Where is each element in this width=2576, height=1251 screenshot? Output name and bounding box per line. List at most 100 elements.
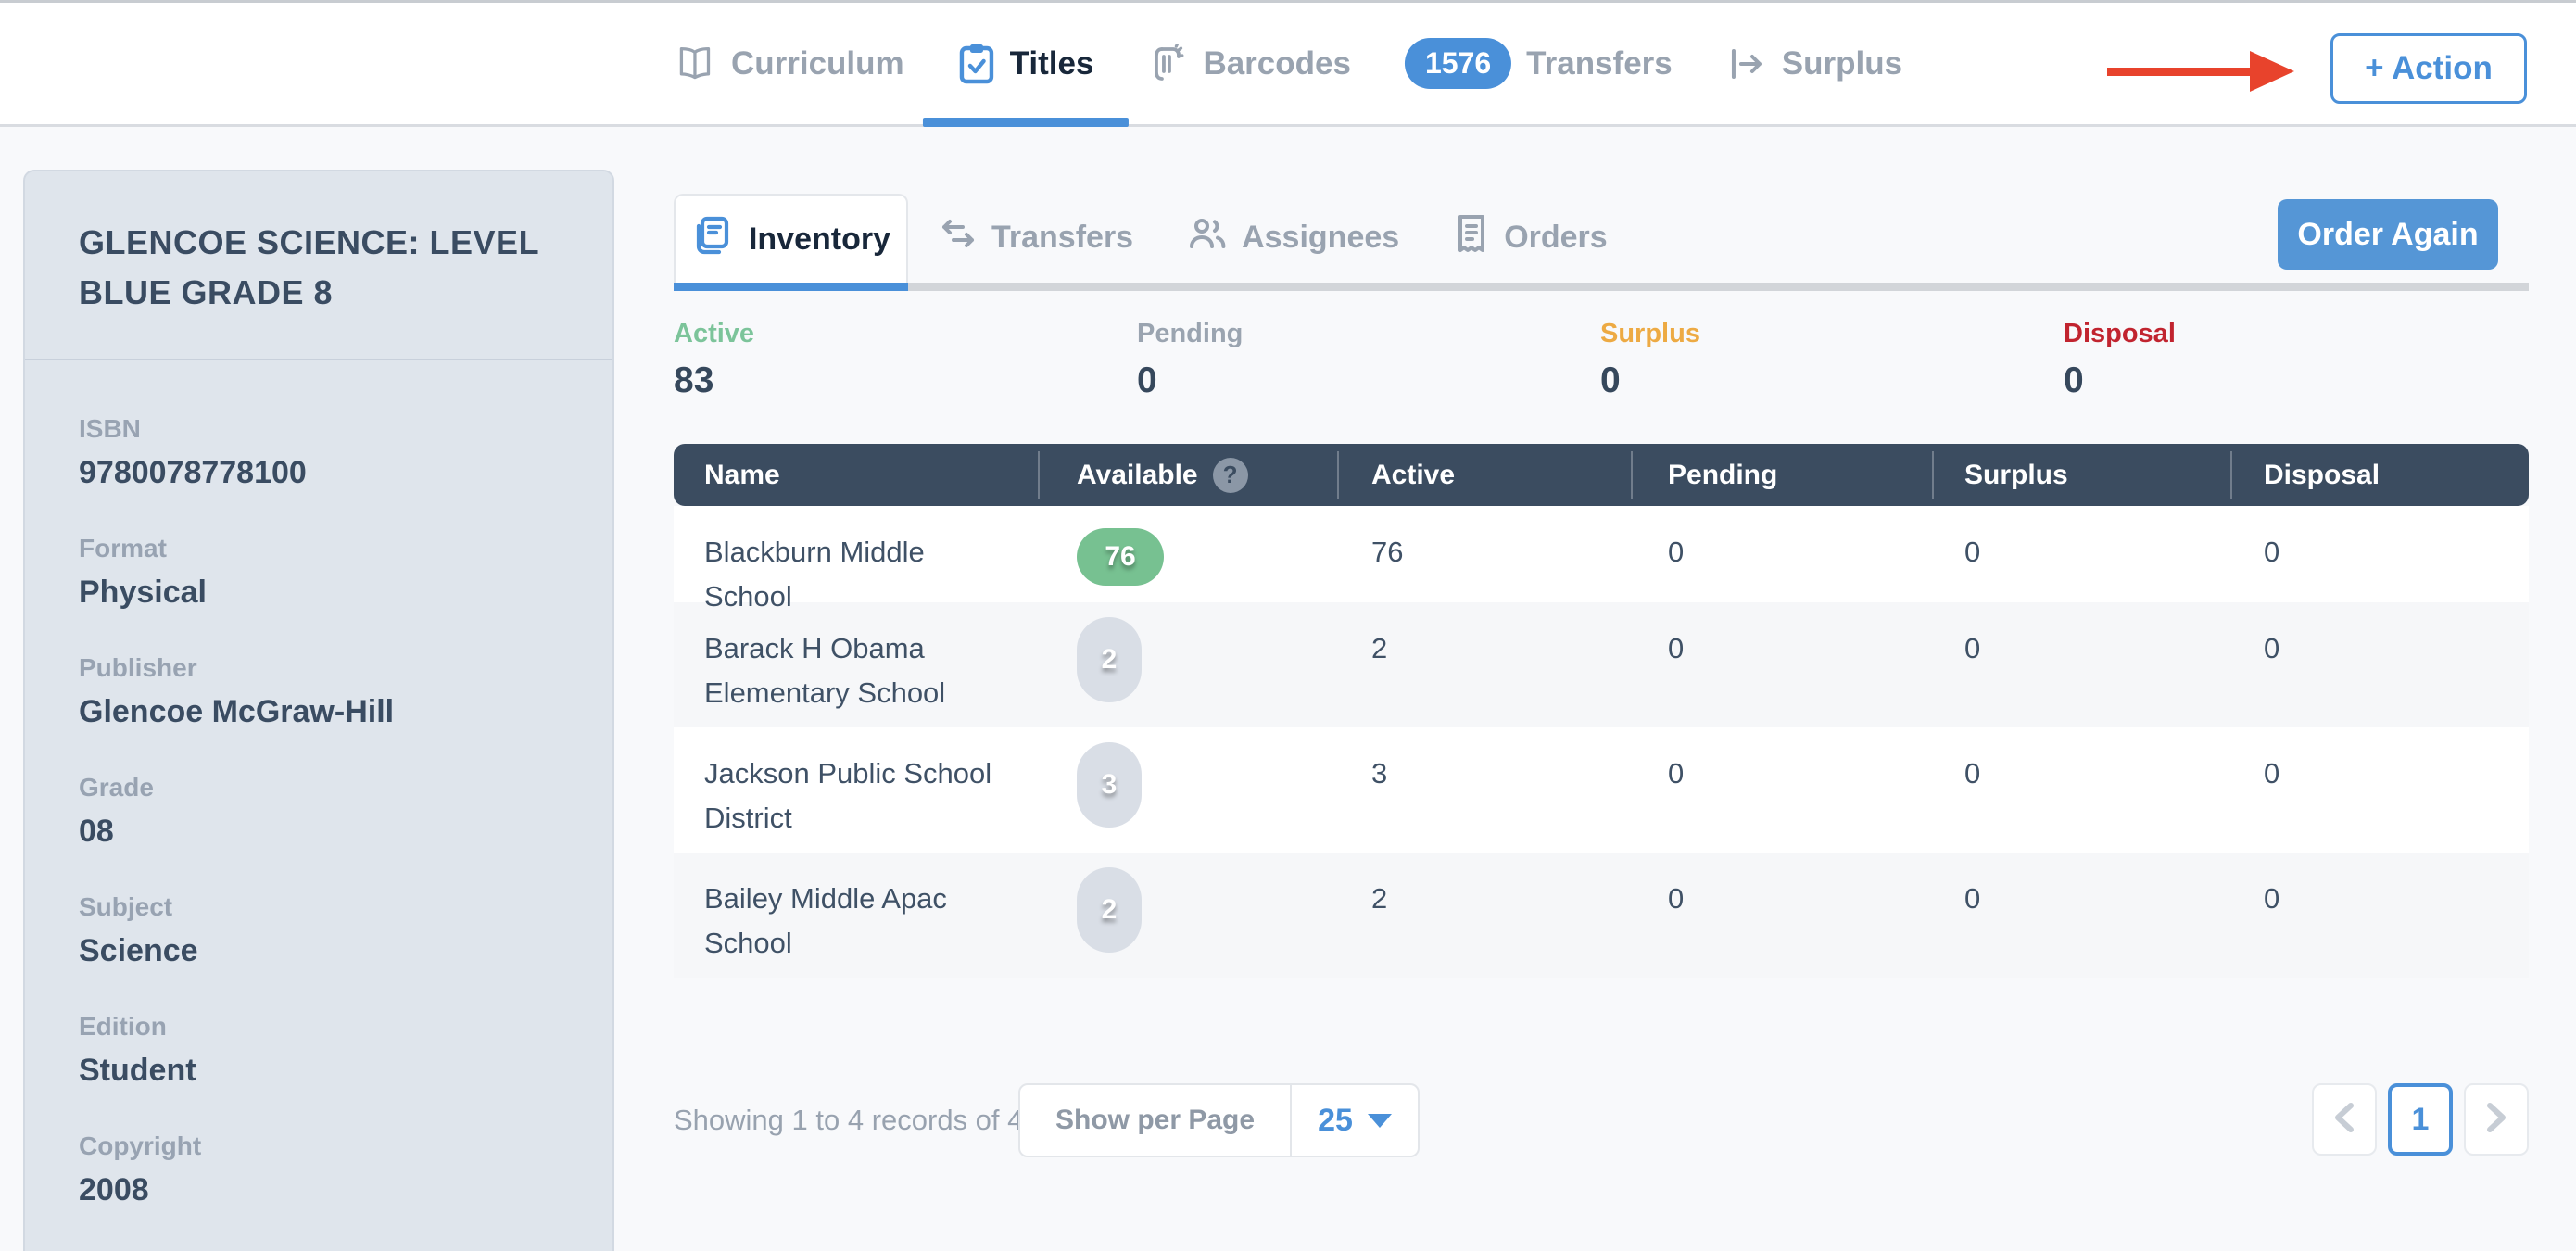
- cell-surplus: 0: [1964, 882, 1981, 915]
- tab-assignees[interactable]: Assignees: [1187, 216, 1399, 259]
- nav-item-transfers[interactable]: 1576 Transfers: [1404, 3, 1673, 124]
- active-tab-underline: [922, 118, 1130, 127]
- tab-label: Orders: [1504, 219, 1608, 255]
- table-row[interactable]: Bailey Middle Apac School 2 2 0 0 0: [674, 853, 2529, 978]
- stat-active: Active 83: [674, 319, 755, 400]
- nav-item-barcodes[interactable]: Barcodes: [1147, 3, 1351, 124]
- nav-item-label: Transfers: [1526, 44, 1673, 82]
- available-badge: 2: [1077, 867, 1142, 953]
- column-header-disposal[interactable]: Disposal: [2230, 444, 2529, 506]
- action-button[interactable]: + Action: [2330, 33, 2527, 104]
- surplus-icon: [1726, 45, 1767, 82]
- cell-school-name: Jackson Public School District: [704, 757, 992, 835]
- cell-pending: 0: [1668, 757, 1685, 790]
- chevron-left-icon: [2332, 1102, 2356, 1138]
- cell-disposal: 0: [2264, 757, 2280, 790]
- inventory-table: Name Available ? Active Pending Surplus …: [674, 444, 2529, 978]
- table-row[interactable]: Jackson Public School District 3 3 0 0 0: [674, 727, 2529, 853]
- cell-surplus: 0: [1964, 757, 1981, 790]
- transfer-arrows-icon: [939, 218, 978, 258]
- cell-active: 3: [1371, 757, 1388, 790]
- cell-surplus: 0: [1964, 632, 1981, 664]
- tab-inventory[interactable]: Inventory: [674, 194, 908, 283]
- annotation-arrow-head: [2250, 51, 2294, 92]
- cell-disposal: 0: [2264, 882, 2280, 915]
- nav-item-label: Surplus: [1781, 44, 1903, 82]
- scanner-icon: [1147, 43, 1188, 84]
- inventory-icon: [691, 214, 732, 265]
- show-per-page-control[interactable]: Show per Page 25: [1018, 1083, 1420, 1157]
- stat-pending: Pending 0: [1137, 319, 1244, 400]
- table-row[interactable]: Blackburn Middle School 76 76 0 0 0: [674, 506, 2529, 613]
- tab-label: Transfers: [991, 219, 1134, 255]
- main-content: Inventory Transfers: [674, 192, 2529, 1157]
- inactive-tabs: Transfers Assignees: [939, 192, 1608, 283]
- cell-pending: 0: [1668, 632, 1685, 664]
- page-size-value: 25: [1318, 1102, 1353, 1138]
- receipt-icon: [1453, 213, 1490, 262]
- cell-available: 2: [1038, 602, 1337, 702]
- active-tab-indicator: [674, 283, 908, 291]
- nav-item-label: Curriculum: [730, 44, 904, 82]
- cell-pending: 0: [1668, 536, 1685, 568]
- clipboard-icon: [958, 43, 995, 85]
- book-fields: ISBN 9780078778100 Format Physical Publi…: [25, 360, 612, 1251]
- top-nav-bar: Curriculum Titles: [0, 0, 2576, 127]
- table-row[interactable]: Barack H Obama Elementary School 2 2 0 0…: [674, 602, 2529, 727]
- column-header-surplus[interactable]: Surplus: [1932, 444, 2230, 506]
- page-number-button[interactable]: 1: [2388, 1083, 2453, 1156]
- detail-tabs: Inventory Transfers: [674, 192, 2529, 291]
- chevron-down-icon: [1367, 1113, 1392, 1128]
- show-per-page-label: Show per Page: [1055, 1105, 1256, 1135]
- cell-available: 2: [1038, 853, 1337, 953]
- records-summary: Showing 1 to 4 records of 4: [674, 1104, 1024, 1136]
- next-page-button[interactable]: [2464, 1083, 2529, 1156]
- cell-available: 76: [1038, 506, 1337, 586]
- tab-label: Inventory: [748, 221, 891, 257]
- page-size-dropdown[interactable]: 25: [1292, 1103, 1418, 1139]
- field-format: Format Physical: [79, 534, 207, 610]
- table-footer: Showing 1 to 4 records of 4 Show per Pag…: [674, 1083, 2529, 1157]
- prev-page-button[interactable]: [2312, 1083, 2377, 1156]
- column-header-active[interactable]: Active: [1337, 444, 1631, 506]
- cell-pending: 0: [1668, 882, 1685, 915]
- available-badge: 2: [1077, 617, 1142, 702]
- tab-strip-track: [908, 283, 2529, 291]
- tab-transfers[interactable]: Transfers: [939, 218, 1133, 258]
- field-subject: Subject Science: [79, 892, 198, 968]
- nav-item-curriculum[interactable]: Curriculum: [674, 3, 904, 124]
- cell-school-name: Blackburn Middle School: [704, 536, 925, 613]
- book-icon: [674, 45, 716, 82]
- cell-available: 3: [1038, 727, 1337, 828]
- top-nav: Curriculum Titles: [674, 3, 1902, 127]
- book-details-panel: GLENCOE SCIENCE: LEVEL BLUE GRADE 8 ISBN…: [23, 170, 614, 1251]
- field-isbn: ISBN 9780078778100: [79, 414, 307, 490]
- field-edition: Edition Student: [79, 1012, 196, 1088]
- stat-surplus: Surplus 0: [1600, 319, 1700, 400]
- cell-active: 2: [1371, 882, 1388, 915]
- tab-orders[interactable]: Orders: [1453, 213, 1608, 262]
- column-header-available[interactable]: Available ?: [1038, 444, 1337, 506]
- table-header: Name Available ? Active Pending Surplus …: [674, 444, 2529, 506]
- nav-item-label: Barcodes: [1203, 44, 1351, 82]
- cell-disposal: 0: [2264, 536, 2280, 568]
- help-icon[interactable]: ?: [1212, 457, 1248, 493]
- column-header-name[interactable]: Name: [704, 459, 780, 490]
- nav-item-label: Titles: [1009, 44, 1094, 82]
- stat-disposal: Disposal 0: [2064, 319, 2176, 400]
- divider: [1290, 1085, 1293, 1156]
- status-summary: Active 83 Pending 0 Surplus 0 Disposal 0: [674, 319, 2529, 401]
- available-badge: 3: [1077, 742, 1142, 828]
- cell-disposal: 0: [2264, 632, 2280, 664]
- nav-item-titles[interactable]: Titles: [922, 3, 1130, 127]
- column-header-pending[interactable]: Pending: [1631, 444, 1932, 506]
- cell-active: 2: [1371, 632, 1388, 664]
- order-again-button[interactable]: Order Again: [2278, 199, 2498, 270]
- annotation-arrow-shaft: [2107, 68, 2254, 76]
- chevron-right-icon: [2484, 1102, 2508, 1138]
- cell-school-name: Barack H Obama Elementary School: [704, 632, 946, 710]
- transfers-count-badge: 1576: [1404, 38, 1512, 89]
- nav-item-surplus[interactable]: Surplus: [1726, 3, 1902, 124]
- cell-active: 76: [1371, 536, 1404, 568]
- cell-school-name: Bailey Middle Apac School: [704, 882, 947, 960]
